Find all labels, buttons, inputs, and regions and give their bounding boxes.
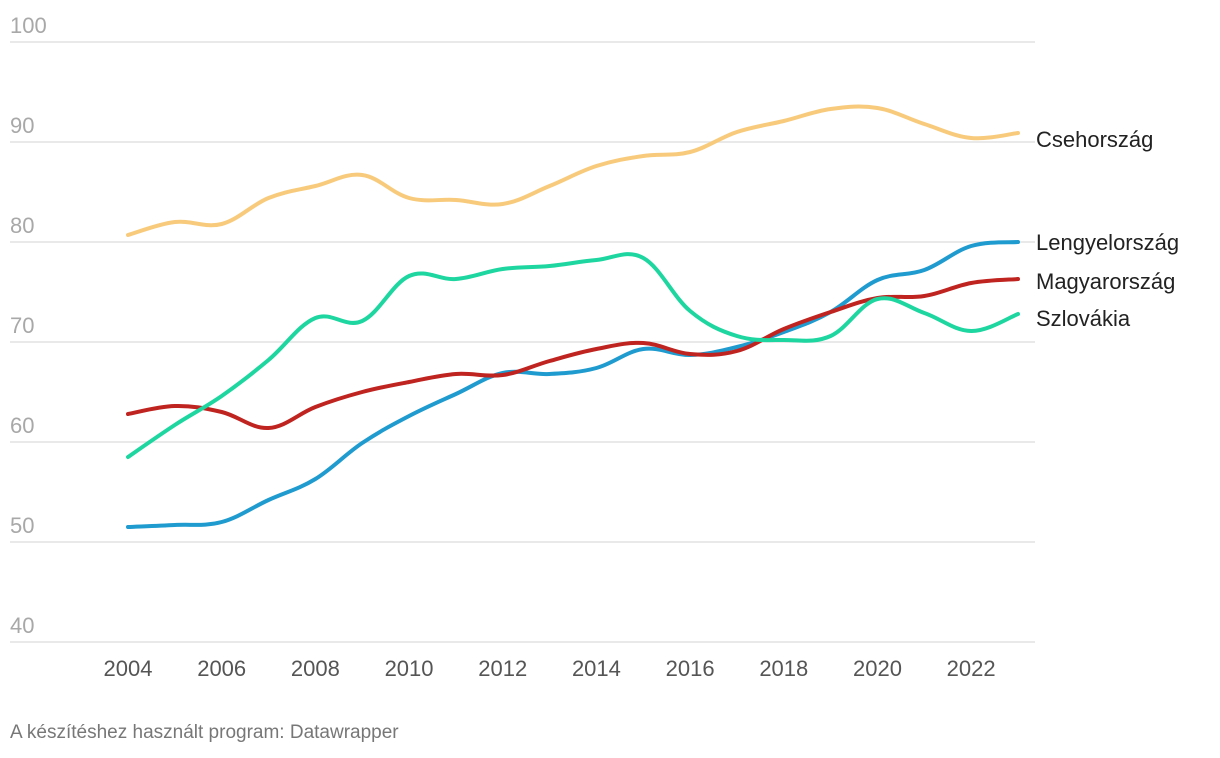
y-tick-label: 80 <box>10 213 34 238</box>
x-tick-label: 2006 <box>197 656 246 681</box>
x-axis-ticks: 2004 2006 2008 2010 2012 2014 2016 2018 2020 2022 <box>104 656 996 681</box>
series-label: Magyarország <box>1036 269 1175 294</box>
series-lines <box>126 104 1020 529</box>
x-tick-label: 2008 <box>291 656 340 681</box>
y-axis-ticks: 40 50 60 70 80 90 100 <box>10 13 47 638</box>
x-tick-label: 2020 <box>853 656 902 681</box>
y-tick-label: 100 <box>10 13 47 38</box>
series-label: Csehország <box>1036 127 1153 152</box>
series-line-magyarország <box>126 277 1020 431</box>
y-tick-label: 40 <box>10 613 34 638</box>
gridlines <box>10 41 1035 643</box>
y-tick-label: 50 <box>10 513 34 538</box>
series-labels: Csehország Lengyelország Magyarország Szlov… <box>1036 127 1179 331</box>
series-line-csehország <box>126 104 1020 237</box>
y-tick-label: 60 <box>10 413 34 438</box>
y-tick-label: 70 <box>10 313 34 338</box>
x-tick-label: 2004 <box>104 656 153 681</box>
x-tick-label: 2010 <box>385 656 434 681</box>
credit-footer: A készítéshez használt program: Datawrap… <box>10 722 399 743</box>
series-label: Lengyelország <box>1036 230 1179 255</box>
x-tick-label: 2012 <box>478 656 527 681</box>
x-tick-label: 2018 <box>759 656 808 681</box>
x-tick-label: 2022 <box>947 656 996 681</box>
series-label: Szlovákia <box>1036 306 1131 331</box>
series-line-szlovákia <box>126 252 1020 459</box>
x-tick-label: 2014 <box>572 656 621 681</box>
series-line-lengyelország <box>126 240 1020 529</box>
line-chart: 40 50 60 70 80 90 100 2004 2006 2008 2010 2012 2014… <box>10 13 1179 681</box>
y-tick-label: 90 <box>10 113 34 138</box>
x-tick-label: 2016 <box>666 656 715 681</box>
